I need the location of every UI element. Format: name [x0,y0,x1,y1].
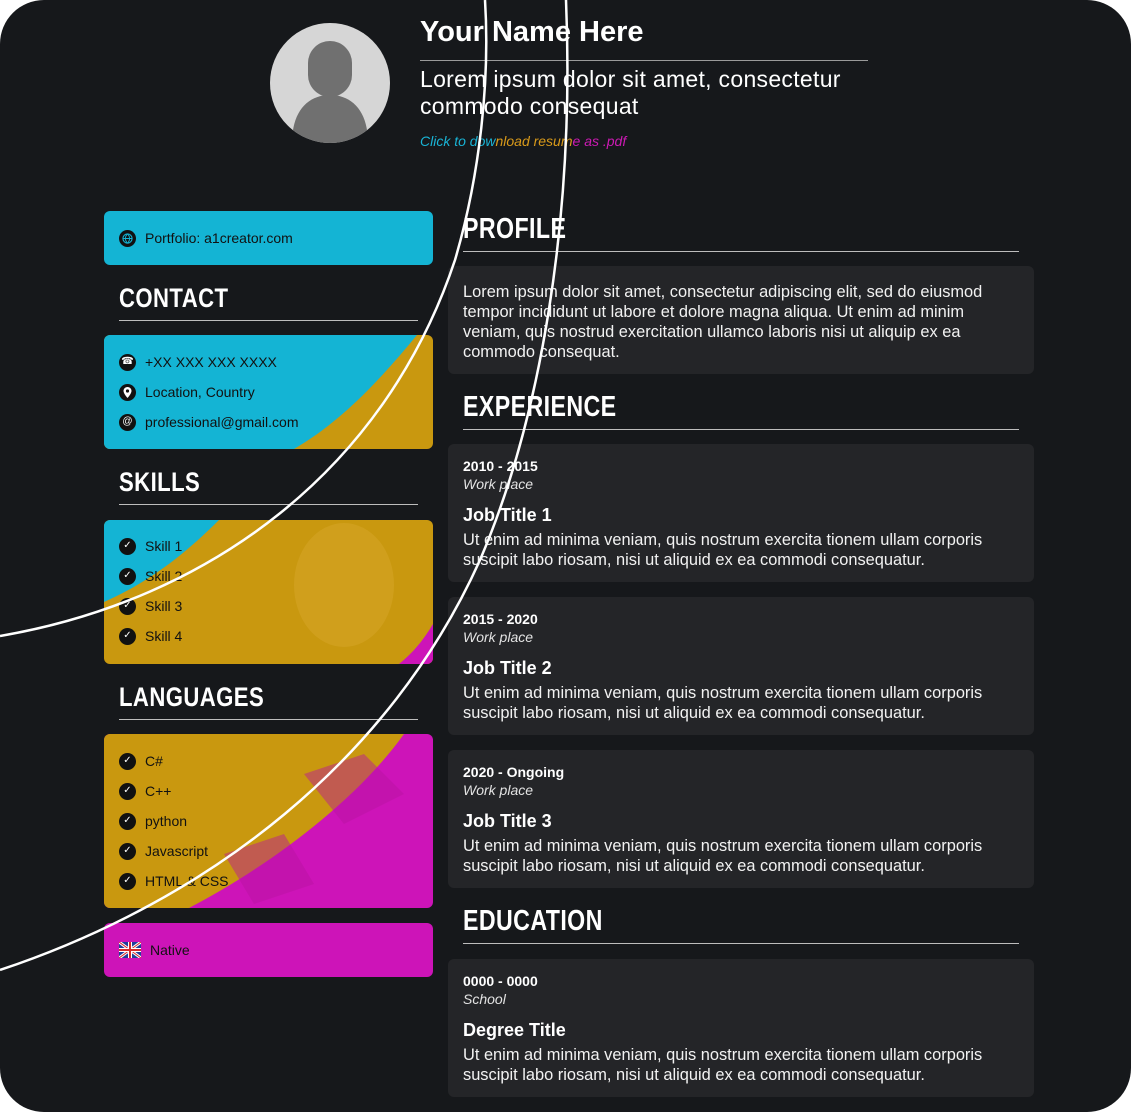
contact-phone[interactable]: ☎ +XX XXX XXX XXXX [119,352,277,372]
job-description: Ut enim ad minima veniam, quis nostrum e… [463,684,983,722]
skill-label: Skill 1 [145,538,183,554]
tagline: Lorem ipsum dolor sit amet, consectetur … [420,66,841,119]
education-divider [463,943,1019,944]
language-item: ✓ C# [119,751,163,771]
check-circle-icon: ✓ [119,782,136,800]
language-item: ✓ C++ [119,781,171,801]
job-place: Work place [463,476,534,492]
education-card: 0000 - 0000 School Degree Title Ut enim … [448,959,1034,1097]
download-link-part: Click to dow [420,133,496,149]
education-description: Ut enim ad minima veniam, quis nostrum e… [463,1046,983,1084]
skills-heading: SKILLS [119,467,201,497]
portfolio-item[interactable]: Portfolio: a1creator.com [119,228,293,248]
language-label: C++ [145,783,172,799]
check-circle-icon: ✓ [119,752,136,770]
job-description: Ut enim ad minima veniam, quis nostrum e… [463,837,983,875]
phone-icon: ☎ [119,353,136,371]
language-item: ✓ HTML & CSS [119,871,229,891]
job-title: Job Title 2 [463,658,552,678]
contact-heading: CONTACT [119,283,229,313]
globe-icon [119,229,136,247]
check-circle-icon: ✓ [119,627,136,645]
check-circle-icon: ✓ [119,812,136,830]
language-label: C# [145,753,163,769]
language-label: Javascript [145,843,209,859]
experience-divider [463,429,1019,430]
uk-flag-icon [119,942,141,958]
check-circle-icon: ✓ [119,537,136,555]
job-place: Work place [463,629,534,645]
experience-card: 2020 - Ongoing Work place Job Title 3 Ut… [448,750,1034,888]
contact-phone-label: +XX XXX XXX XXXX [145,354,277,370]
location-pin-icon [119,383,136,401]
experience-heading: EXPERIENCE [463,391,617,423]
skill-item: ✓ Skill 3 [119,596,182,616]
at-sign-icon: @ [119,413,136,431]
portfolio-label: Portfolio: a1creator.com [145,230,293,246]
contact-divider [119,320,418,321]
portfolio-box: Portfolio: a1creator.com [104,211,433,265]
contact-location-label: Location, Country [145,384,255,400]
job-description: Ut enim ad minima veniam, quis nostrum e… [463,531,983,569]
education-heading: EDUCATION [463,905,603,937]
header-divider [420,60,868,61]
contact-location[interactable]: Location, Country [119,382,255,402]
check-circle-icon: ✓ [119,872,136,890]
contact-email[interactable]: @ professional@gmail.com [119,412,299,432]
education-dates: 0000 - 0000 [463,973,538,989]
profile-text: Lorem ipsum dolor sit amet, consectetur … [463,283,983,361]
spoken-language-label: Native [150,942,190,958]
spoken-language-box: Native [104,923,433,977]
contact-box: ☎ +XX XXX XXX XXXX Location, Country @ p… [104,335,433,449]
job-dates: 2015 - 2020 [463,611,538,627]
job-title: Job Title 1 [463,505,552,525]
person-name: Your Name Here [420,16,644,48]
download-link-part: e as .pdf [572,133,627,149]
skill-item: ✓ Skill 1 [119,536,182,556]
language-label: python [145,813,188,829]
job-dates: 2020 - Ongoing [463,764,565,780]
download-pdf-link[interactable]: Click to download resume as .pdf [420,133,626,149]
job-place: Work place [463,782,534,798]
degree-title: Degree Title [463,1020,566,1040]
language-label: HTML & CSS [145,873,229,889]
skill-label: Skill 3 [145,598,183,614]
contact-email-label: professional@gmail.com [145,414,299,430]
languages-box: ✓ C# ✓ C++ ✓ python ✓ Javascript ✓ HTML … [104,734,433,908]
job-dates: 2010 - 2015 [463,458,538,474]
languages-heading: LANGUAGES [119,682,265,712]
skill-item: ✓ Skill 4 [119,626,182,646]
language-item: ✓ Javascript [119,841,208,861]
profile-heading: PROFILE [463,213,567,245]
language-item: ✓ python [119,811,187,831]
download-link-part: nload resum [495,133,573,149]
languages-divider [119,719,418,720]
check-circle-icon: ✓ [119,567,136,585]
skills-divider [119,504,418,505]
spoken-language-item: Native [119,940,190,960]
education-school: School [463,991,506,1007]
job-title: Job Title 3 [463,811,552,831]
skill-item: ✓ Skill 2 [119,566,182,586]
check-circle-icon: ✓ [119,842,136,860]
skill-label: Skill 4 [145,628,183,644]
profile-card: Lorem ipsum dolor sit amet, consectetur … [448,266,1034,374]
experience-card: 2015 - 2020 Work place Job Title 2 Ut en… [448,597,1034,735]
skills-box: ✓ Skill 1 ✓ Skill 2 ✓ Skill 3 ✓ Skill 4 [104,520,433,664]
profile-divider [463,251,1019,252]
avatar [270,23,390,143]
check-circle-icon: ✓ [119,597,136,615]
experience-card: 2010 - 2015 Work place Job Title 1 Ut en… [448,444,1034,582]
person-silhouette-icon [292,41,368,143]
skill-label: Skill 2 [145,568,183,584]
